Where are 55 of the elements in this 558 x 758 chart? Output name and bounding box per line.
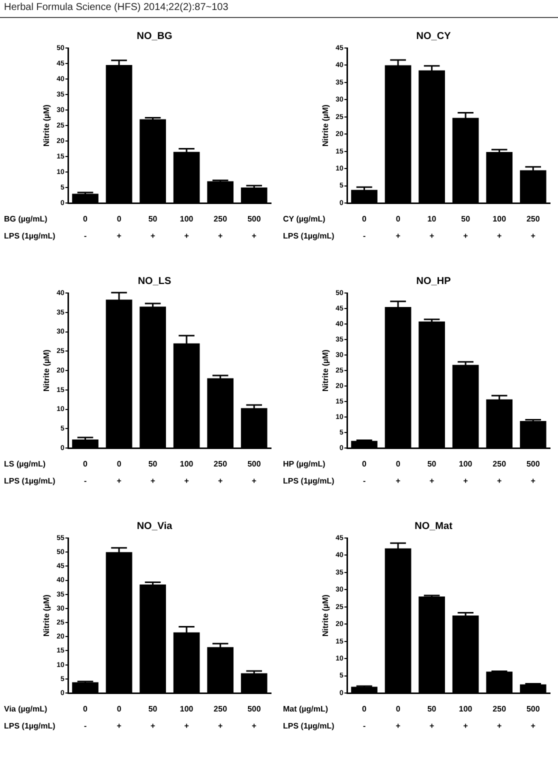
x-tick-label: 100 + [180, 460, 194, 486]
x-tick-label: 250 + [526, 214, 540, 241]
y-axis-title: Nitrite (µM) [42, 349, 52, 392]
x-tick-label: 100 + [180, 214, 194, 241]
x-tick-label: 0 - [362, 704, 368, 731]
x-tick-label: 500 + [526, 460, 540, 486]
x-tick-label: 500 + [247, 214, 262, 241]
x-axis-title: Via (µg/mL) LPS (1µg/mL) [4, 704, 56, 731]
x-tick-label: 0 - [83, 704, 88, 731]
chart-title: NO_HP [416, 276, 452, 287]
x-tick-label: 0 + [116, 214, 122, 241]
x-tick-label: 10 + [427, 214, 437, 241]
x-tick-label: 0 - [83, 460, 88, 486]
x-tick-label: 250 + [492, 460, 507, 486]
x-tick-label: 50 + [461, 214, 471, 241]
text: Herbal Formula Science (HFS) 2014;22(2):87~103 [4, 2, 228, 13]
x-tick-label: 500 + [526, 704, 540, 731]
x-tick-label: 100 + [492, 214, 507, 241]
chart-title: NO_Via [136, 520, 173, 532]
x-tick-label: 50 + [148, 704, 158, 731]
y-axis-title: Nitrite (µM) [321, 594, 330, 636]
x-tick-label: 0 - [83, 214, 88, 241]
y-axis-title: Nitrite (µM) [321, 104, 330, 146]
x-tick-label: 0 + [116, 460, 122, 486]
chart-title: NO_Mat [414, 520, 454, 532]
x-axis-title: BG (µg/mL) LPS (1µg/mL) [4, 214, 56, 241]
x-tick-label: 50 + [148, 214, 158, 241]
x-tick-label: 100 + [180, 704, 194, 731]
x-tick-label: 0 + [396, 704, 401, 731]
y-axis-title: Nitrite (µM) [42, 594, 52, 636]
x-tick-label: 250 + [214, 214, 228, 241]
x-tick-label: 0 + [396, 214, 401, 241]
x-tick-label: 50 + [427, 460, 437, 486]
x-tick-label: 100 + [458, 460, 473, 486]
x-tick-label: 250 + [492, 704, 507, 731]
y-axis-title: Nitrite (µM) [321, 349, 330, 392]
x-axis-title: HP (µg/mL) LPS (1µg/mL) [283, 460, 335, 486]
x-tick-label: 0 - [362, 214, 368, 241]
x-tick-label: 500 + [247, 460, 262, 486]
x-tick-label: 50 + [427, 704, 437, 731]
x-tick-label: 50 + [148, 460, 158, 486]
x-tick-label: 0 - [362, 460, 368, 486]
chart-title: NO_BG [136, 30, 172, 42]
y-axis-title: Nitrite (µM) [42, 104, 52, 146]
chart-title: NO_LS [138, 276, 172, 287]
x-axis-title: Mat (µg/mL) LPS (1µg/mL) [283, 704, 335, 731]
x-tick-label: 250 + [214, 460, 228, 486]
x-axis-title: LS (µg/mL) LPS (1µg/mL) [4, 460, 56, 486]
x-axis-title: CY (µg/mL) LPS (1µg/mL) [283, 214, 335, 241]
x-tick-label: 0 + [396, 460, 401, 486]
x-tick-label: 0 + [116, 704, 122, 731]
x-tick-label: 500 + [247, 704, 262, 731]
x-tick-label: 100 + [458, 704, 473, 731]
chart-title: NO_CY [416, 30, 452, 42]
x-tick-label: 250 + [214, 704, 228, 731]
